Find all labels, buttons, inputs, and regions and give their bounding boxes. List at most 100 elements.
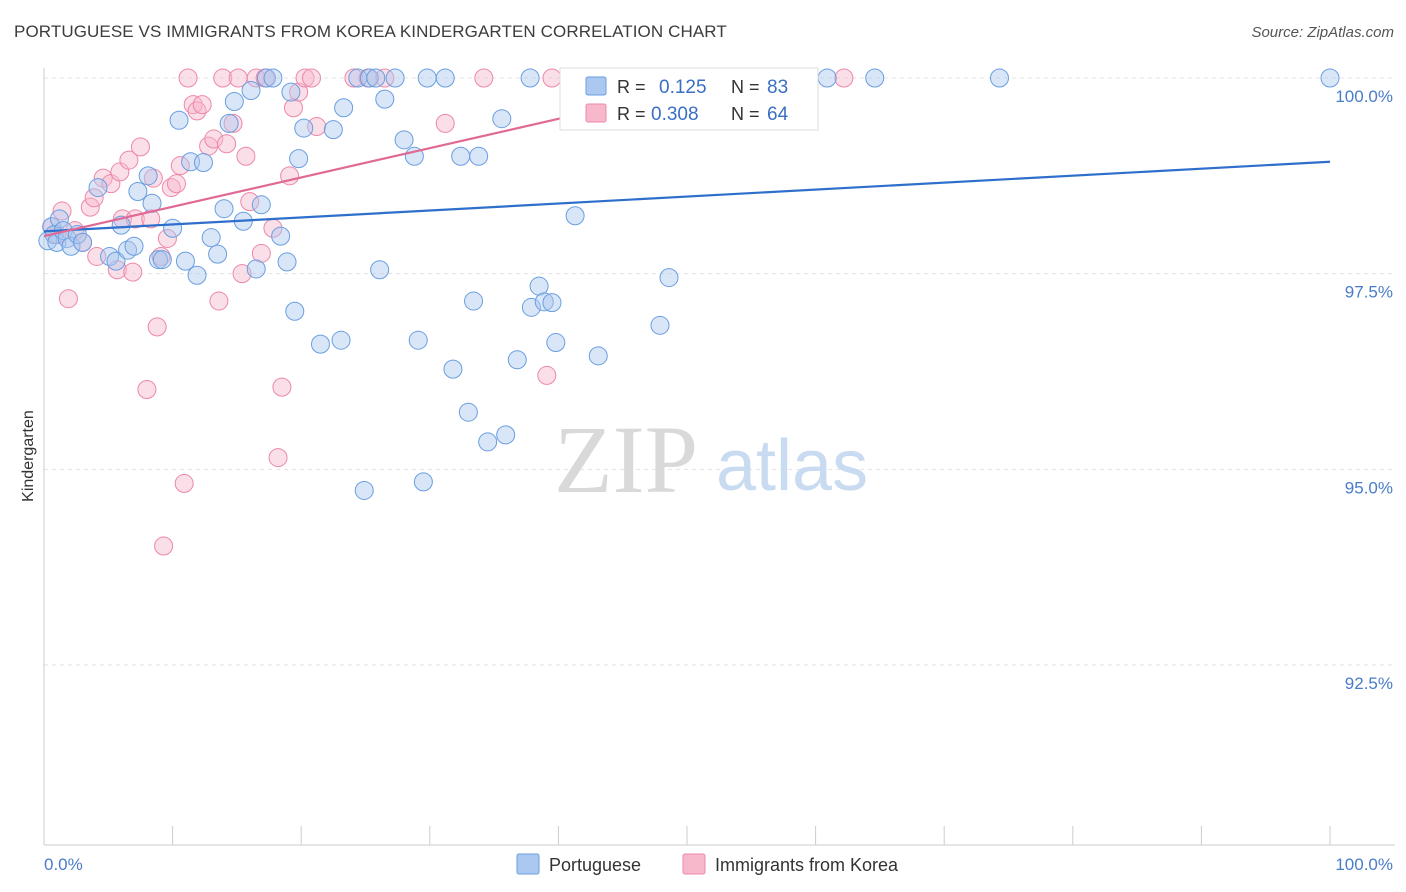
portuguese-point-31 bbox=[224, 91, 244, 111]
watermark-zip: ZIP bbox=[554, 406, 698, 513]
portuguese-point-9 bbox=[73, 232, 93, 252]
korea-point-42 bbox=[240, 192, 260, 212]
korea-point-48 bbox=[272, 377, 292, 397]
portuguese-point-10 bbox=[88, 178, 108, 198]
portuguese-point-15 bbox=[124, 236, 144, 256]
korea-point-25 bbox=[161, 178, 181, 198]
korea-point-17 bbox=[130, 137, 150, 157]
korea-point-47 bbox=[268, 448, 288, 468]
legend-stats: R = 0.125 N = 83 R = 0.308 N = 64 bbox=[559, 67, 819, 131]
legend-r-value-korea: 0.308 bbox=[651, 104, 699, 125]
portuguese-point-28 bbox=[208, 244, 228, 264]
portuguese-point-57 bbox=[408, 330, 428, 350]
y-tick-label-1: 97.5% bbox=[1345, 283, 1393, 302]
portuguese-point-37 bbox=[263, 68, 283, 88]
watermark-atlas: atlas bbox=[716, 426, 868, 506]
portuguese-point-29 bbox=[214, 199, 234, 219]
portuguese-point-41 bbox=[285, 301, 305, 321]
korea-point-53 bbox=[301, 68, 321, 88]
portuguese-point-51 bbox=[366, 68, 386, 88]
y-tick-label-2: 95.0% bbox=[1345, 478, 1393, 497]
korea-point-37 bbox=[217, 134, 237, 154]
legend-bottom-label-korea: Immigrants from Korea bbox=[715, 855, 899, 875]
korea-point-44 bbox=[251, 243, 271, 263]
y-tick-label-3: 92.5% bbox=[1345, 674, 1393, 693]
axes bbox=[43, 68, 1395, 846]
korea-point-7 bbox=[84, 188, 104, 208]
portuguese-point-60 bbox=[435, 68, 455, 88]
legend-r-label-korea: R = bbox=[617, 104, 646, 124]
portuguese-point-70 bbox=[520, 68, 540, 88]
portuguese-point-68 bbox=[496, 425, 516, 445]
portuguese-point-17 bbox=[138, 166, 158, 186]
legend-bottom-label-portuguese: Portuguese bbox=[549, 855, 641, 875]
korea-point-6 bbox=[80, 197, 100, 217]
portuguese-point-66 bbox=[478, 432, 498, 452]
korea-point-50 bbox=[283, 98, 303, 118]
korea-point-21 bbox=[147, 317, 167, 337]
portuguese-point-42 bbox=[289, 149, 309, 169]
portuguese-point-46 bbox=[331, 330, 351, 350]
portuguese-point-45 bbox=[323, 120, 343, 140]
portuguese-point-65 bbox=[469, 146, 489, 166]
korea-point-18 bbox=[137, 379, 157, 399]
portuguese-point-16 bbox=[128, 181, 148, 201]
portuguese-point-21 bbox=[163, 218, 183, 238]
korea-point-19 bbox=[141, 209, 161, 229]
portuguese-point-20 bbox=[152, 250, 172, 270]
korea-point-26 bbox=[166, 174, 186, 194]
source-credit: Source: ZipAtlas.com bbox=[1251, 24, 1394, 41]
portuguese-point-63 bbox=[458, 402, 478, 422]
korea-point-40 bbox=[232, 264, 252, 284]
korea-point-14 bbox=[119, 150, 139, 170]
korea-point-22 bbox=[151, 246, 171, 266]
chart-title: PORTUGUESE VS IMMIGRANTS FROM KOREA KIND… bbox=[14, 22, 727, 41]
korea-point-28 bbox=[174, 473, 194, 493]
korea-point-29 bbox=[178, 68, 198, 88]
legend-swatch-portuguese bbox=[585, 76, 607, 96]
korea-point-34 bbox=[204, 129, 224, 149]
portuguese-point-49 bbox=[354, 480, 374, 500]
legend-bottom-swatch-korea bbox=[682, 853, 706, 875]
korea-point-15 bbox=[123, 262, 143, 282]
korea-point-20 bbox=[143, 168, 163, 188]
x-axis-ticks bbox=[43, 826, 1331, 845]
portuguese-point-25 bbox=[187, 265, 207, 285]
portuguese-point-73 bbox=[534, 292, 554, 312]
legend-bottom-swatch-portuguese bbox=[516, 853, 540, 875]
gridlines bbox=[44, 77, 1395, 666]
portuguese-point-40 bbox=[281, 82, 301, 102]
portuguese-point-34 bbox=[246, 259, 266, 279]
korea-point-61 bbox=[542, 68, 562, 88]
portuguese-point-86 bbox=[1320, 68, 1340, 88]
portuguese-point-33 bbox=[241, 81, 261, 101]
korea-point-58 bbox=[435, 113, 455, 133]
legend-r-value-portuguese: 0.125 bbox=[659, 77, 707, 98]
korea-point-35 bbox=[209, 291, 229, 311]
korea-point-32 bbox=[192, 95, 212, 115]
legend-n-value-portuguese: 83 bbox=[767, 77, 788, 98]
korea-point-27 bbox=[170, 156, 190, 176]
portuguese-point-35 bbox=[251, 195, 271, 215]
portuguese-point-83 bbox=[817, 68, 837, 88]
korea-point-3 bbox=[58, 289, 78, 309]
portuguese-point-26 bbox=[193, 153, 213, 173]
portuguese-point-12 bbox=[106, 251, 126, 271]
legend-n-value-korea: 64 bbox=[767, 104, 789, 125]
korea-point-52 bbox=[295, 68, 315, 88]
portuguese-trendline bbox=[43, 160, 1331, 233]
x-tick-label-min: 0.0% bbox=[44, 855, 83, 874]
portuguese-point-7 bbox=[61, 236, 81, 256]
portuguese-point-22 bbox=[169, 110, 189, 130]
portuguese-point-67 bbox=[492, 109, 512, 129]
legend-swatch-korea bbox=[585, 103, 607, 123]
portuguese-point-4 bbox=[49, 209, 69, 229]
portuguese-point-52 bbox=[370, 260, 390, 280]
portuguese-point-27 bbox=[201, 228, 221, 248]
portuguese-point-74 bbox=[542, 293, 562, 313]
portuguese-point-85 bbox=[989, 68, 1009, 88]
korea-point-41 bbox=[236, 146, 256, 166]
portuguese-points bbox=[38, 68, 1340, 500]
portuguese-point-62 bbox=[451, 146, 471, 166]
